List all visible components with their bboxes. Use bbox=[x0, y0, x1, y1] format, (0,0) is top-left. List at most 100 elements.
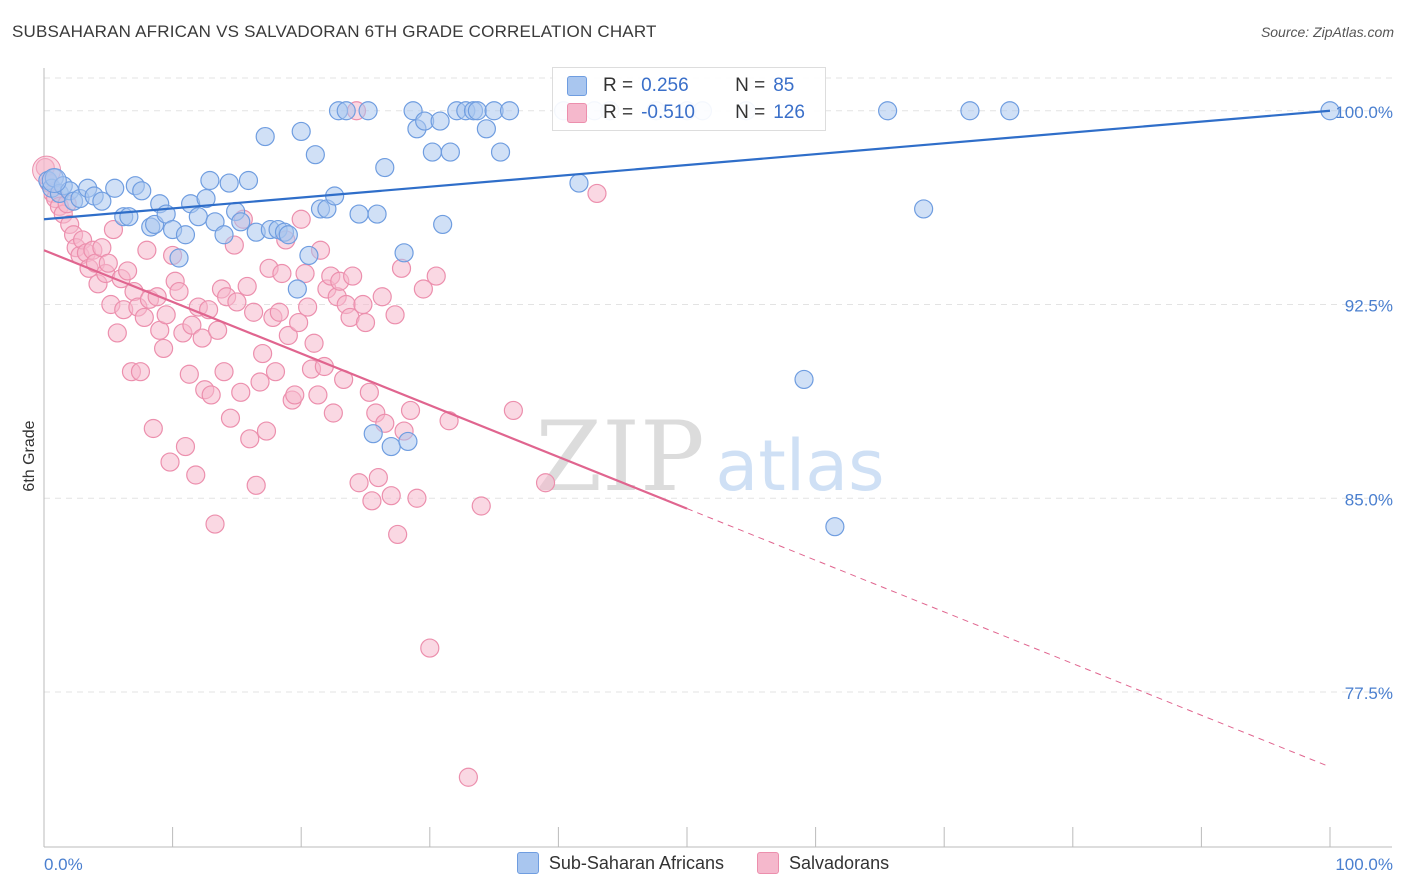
legend-row-pink: R = -0.510 N = 126 bbox=[567, 100, 805, 126]
data-point-sub-saharan bbox=[363, 424, 383, 444]
data-point-sub-saharan bbox=[398, 431, 418, 452]
data-point-sub-saharan bbox=[394, 243, 414, 263]
watermark: ZIP atlas bbox=[535, 401, 884, 513]
data-point-sub-saharan bbox=[440, 142, 460, 162]
legend-r-value: 0.256 bbox=[641, 75, 689, 96]
data-point-salvadoran bbox=[220, 408, 241, 428]
data-point-salvadoran bbox=[535, 473, 556, 493]
data-point-salvadoran bbox=[272, 263, 292, 284]
data-point-salvadoran bbox=[103, 219, 124, 240]
data-point-salvadoran bbox=[295, 263, 315, 284]
data-point-sub-saharan bbox=[490, 142, 511, 162]
data-point-salvadoran bbox=[285, 385, 305, 405]
data-point-salvadoran bbox=[439, 411, 459, 431]
series-salvadorans bbox=[32, 101, 607, 787]
data-point-sub-saharan bbox=[367, 204, 387, 224]
legend-row-blue: R = 0.256 N = 85 bbox=[567, 73, 794, 99]
data-point-salvadoran bbox=[289, 312, 309, 333]
chart-title: SUBSAHARAN AFRICAN VS SALVADORAN 6TH GRA… bbox=[12, 22, 657, 41]
y-axis-title: 6th Grade bbox=[21, 420, 38, 491]
data-point-sub-saharan bbox=[287, 279, 307, 299]
data-point-salvadoran bbox=[246, 475, 266, 495]
data-point-salvadoran bbox=[400, 400, 421, 421]
legend-r-label: R = bbox=[603, 102, 634, 123]
data-point-sub-saharan bbox=[960, 101, 980, 121]
data-point-salvadoran bbox=[179, 364, 199, 384]
trend-line-sub-saharan-solid bbox=[43, 109, 1331, 221]
data-point-salvadoran bbox=[471, 496, 491, 516]
legend-swatch-pink bbox=[567, 103, 587, 123]
data-point-sub-saharan bbox=[291, 121, 311, 142]
stats-legend: R = 0.256 N = 85 R = -0.510 N = 126 bbox=[552, 67, 826, 131]
data-point-salvadoran bbox=[298, 297, 318, 317]
data-point-salvadoran bbox=[117, 261, 138, 281]
data-point-salvadoran bbox=[130, 362, 151, 382]
data-point-salvadoran bbox=[265, 362, 286, 382]
legend-item-sub-saharan-africans[interactable]: Sub-Saharan Africans bbox=[516, 852, 724, 874]
data-point-sub-saharan bbox=[105, 178, 125, 198]
data-point-salvadoran bbox=[368, 467, 388, 488]
data-point-sub-saharan bbox=[278, 225, 298, 245]
data-point-sub-saharan bbox=[375, 157, 395, 178]
data-point-salvadoran bbox=[208, 320, 228, 340]
data-point-sub-saharan bbox=[200, 170, 220, 191]
data-point-salvadoran bbox=[372, 287, 392, 307]
data-point-salvadoran bbox=[388, 524, 408, 545]
data-point-salvadoran bbox=[381, 486, 401, 506]
data-point-sub-saharan bbox=[569, 173, 589, 193]
data-point-sub-saharan bbox=[381, 436, 401, 457]
y-tick-label: 85.0% bbox=[1345, 490, 1393, 509]
trend-lines bbox=[43, 109, 1331, 768]
data-point-salvadoran bbox=[143, 418, 163, 439]
data-point-sub-saharan bbox=[1000, 101, 1020, 121]
data-point-salvadoran bbox=[349, 473, 369, 493]
data-point-salvadoran bbox=[458, 767, 478, 787]
data-point-salvadoran bbox=[107, 323, 127, 343]
legend-label: Salvadorans bbox=[789, 852, 890, 873]
data-point-sub-saharan bbox=[196, 188, 216, 209]
data-point-salvadoran bbox=[214, 362, 234, 382]
data-point-sub-saharan bbox=[476, 119, 496, 139]
data-point-salvadoran bbox=[503, 400, 523, 421]
data-point-salvadoran bbox=[160, 452, 180, 472]
x-tick-label: 0.0% bbox=[44, 855, 83, 874]
data-point-sub-saharan bbox=[878, 101, 898, 121]
data-point-sub-saharan bbox=[188, 207, 208, 227]
y-tick-label: 100.0% bbox=[1335, 103, 1393, 122]
data-point-sub-saharan bbox=[214, 225, 234, 245]
data-point-salvadoran bbox=[420, 638, 440, 658]
data-point-salvadoran bbox=[426, 266, 446, 286]
axes bbox=[43, 68, 1392, 848]
watermark-zip: ZIP bbox=[535, 401, 704, 513]
data-point-salvadoran bbox=[587, 183, 607, 204]
data-point-salvadoran bbox=[407, 488, 427, 508]
data-point-salvadoran bbox=[256, 421, 277, 441]
data-point-sub-saharan bbox=[41, 168, 67, 193]
data-point-salvadoran bbox=[182, 315, 202, 335]
data-point-sub-saharan bbox=[255, 126, 275, 147]
data-point-salvadoran bbox=[355, 312, 376, 333]
legend-swatch-blue bbox=[516, 852, 539, 874]
data-point-salvadoran bbox=[98, 253, 118, 273]
legend-r-value: -0.510 bbox=[641, 102, 695, 123]
legend-item-salvadorans[interactable]: Salvadorans bbox=[757, 852, 889, 874]
tick-labels: 77.5% 85.0% 92.5% 100.0% 0.0% 100.0% bbox=[44, 103, 1393, 874]
data-point-sub-saharan bbox=[119, 207, 139, 227]
data-point-salvadoran bbox=[231, 382, 251, 402]
data-point-sub-saharan bbox=[422, 142, 442, 162]
data-point-sub-saharan bbox=[169, 248, 189, 268]
data-point-sub-saharan bbox=[336, 101, 356, 121]
data-point-salvadoran bbox=[304, 333, 324, 353]
data-point-salvadoran bbox=[253, 343, 273, 364]
y-tick-label: 77.5% bbox=[1345, 684, 1393, 703]
data-point-salvadoran bbox=[413, 279, 433, 299]
data-point-salvadoran bbox=[240, 429, 260, 449]
data-point-salvadoran bbox=[153, 338, 174, 359]
legend-r-label: R = bbox=[603, 75, 634, 96]
legend-swatch-blue bbox=[567, 76, 587, 96]
trend-line-salvadoran-solid bbox=[43, 249, 688, 510]
data-point-salvadoran bbox=[205, 514, 225, 534]
legend-n-label: N = bbox=[735, 102, 766, 123]
data-point-salvadoran bbox=[156, 305, 176, 325]
